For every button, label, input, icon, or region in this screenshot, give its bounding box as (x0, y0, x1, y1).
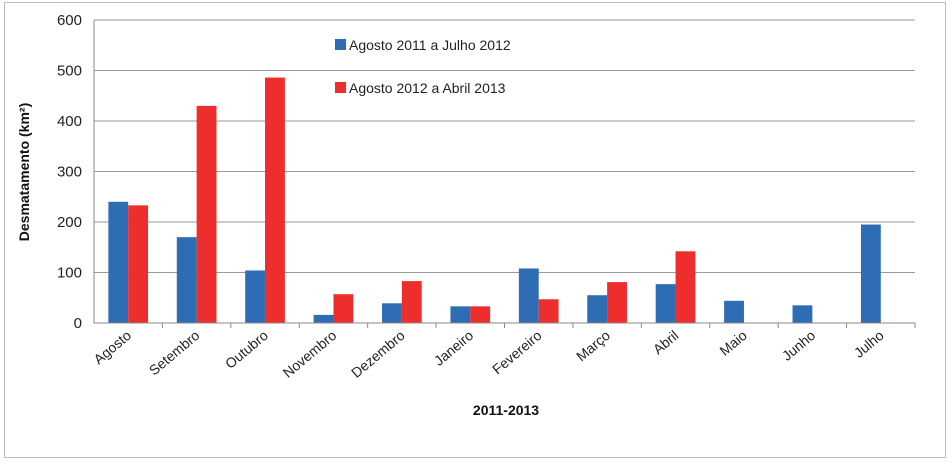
x-tick-label: Fevereiro (489, 327, 545, 377)
y-tick-label: 300 (57, 164, 82, 181)
y-tick-label: 0 (74, 315, 82, 332)
bar-series-1-outubro (245, 270, 266, 323)
bar-series-2-abril (675, 251, 696, 323)
bar-series-1-janeiro (450, 306, 471, 323)
y-tick-label: 500 (57, 63, 82, 80)
bar-series-1-novembro (313, 314, 334, 323)
bar-series-2-dezembro (401, 281, 422, 323)
bar-series-1-julho (860, 224, 881, 323)
bar-series-2-setembro (196, 105, 217, 323)
bar-series-1-junho (792, 305, 813, 323)
bar-series-1-fevereiro (518, 268, 539, 323)
legend-swatch-series-1 (335, 39, 346, 50)
bar-series-2-março (607, 282, 627, 323)
bars (108, 77, 881, 323)
y-axis-title: Desmatamento (km²) (16, 103, 32, 241)
x-axis-title: 2011-2013 (473, 402, 539, 418)
x-tick-label: Dezembro (348, 327, 408, 381)
bar-series-2-novembro (333, 294, 354, 323)
y-tick-label: 400 (57, 113, 82, 130)
legend-swatch-series-2 (335, 82, 346, 93)
chart-frame (4, 2, 946, 458)
x-tick-label: Novembro (280, 327, 340, 381)
y-tick-label: 200 (57, 214, 82, 231)
y-tick-label: 100 (57, 265, 82, 282)
x-tick-label: Outubro (222, 327, 271, 372)
bar-series-1-maio (724, 300, 744, 323)
legend-label-series-1: Agosto 2011 a Julho 2012 (349, 37, 511, 53)
bar-series-1-agosto (108, 201, 129, 323)
bar-series-2-fevereiro (538, 299, 559, 323)
x-tick-labels: Agosto Setembro Outubro Novembro Dezembro Jan… (90, 327, 886, 381)
y-tick-label: 600 (57, 12, 82, 29)
axes (93, 20, 916, 328)
gridlines (94, 19, 915, 273)
bar-series-1-dezembro (382, 303, 402, 323)
bar-series-2-outubro (265, 77, 285, 323)
legend-label-series-2: Agosto 2012 a Abril 2013 (349, 80, 506, 96)
x-tick-label: Julho (851, 327, 887, 361)
y-tick-labels: 0 100 200 300 400 500 600 (57, 12, 82, 332)
bar-series-1-abril (655, 284, 676, 323)
bar-series-1-março (587, 295, 608, 323)
x-tick-label: Março (573, 327, 613, 364)
x-tick-label: Janeiro (431, 327, 477, 369)
x-tick-label: Agosto (90, 327, 134, 367)
bar-series-1-setembro (176, 237, 197, 323)
x-tick-label: Maio (716, 327, 750, 359)
x-tick-label: Setembro (146, 327, 203, 378)
bar-series-2-agosto (128, 205, 149, 323)
bar-series-2-janeiro (470, 306, 491, 323)
legend: Agosto 2011 a Julho 2012 Agosto 2012 a A… (335, 37, 511, 96)
x-tick-label: Junho (779, 327, 819, 364)
x-tick-label: Abril (650, 327, 682, 357)
